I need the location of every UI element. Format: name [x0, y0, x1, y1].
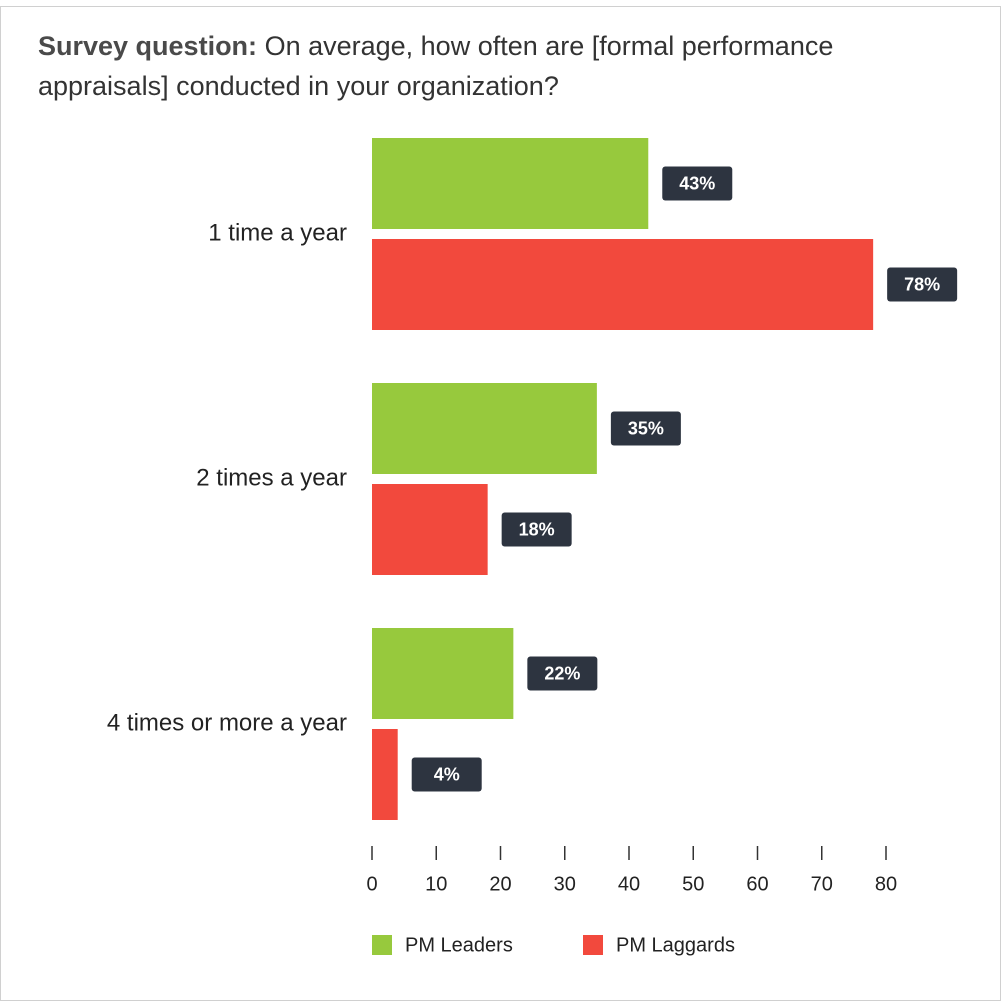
x-tick-label: 50 — [682, 873, 704, 895]
value-label: 78% — [904, 274, 940, 294]
value-label: 22% — [544, 663, 580, 683]
x-tick-label: 10 — [425, 873, 447, 895]
chart-title-block: Survey question: On average, how often a… — [38, 26, 938, 106]
value-label: 4% — [434, 764, 460, 784]
x-tick-label: 80 — [875, 873, 897, 895]
legend-label: PM Laggards — [616, 934, 735, 956]
x-tick-label: 0 — [366, 873, 377, 895]
bar — [372, 383, 597, 474]
chart-title-lead: Survey question: — [38, 31, 257, 61]
legend-label: PM Leaders — [405, 934, 513, 956]
x-tick-label: 70 — [811, 873, 833, 895]
bar — [372, 484, 488, 575]
chart: 0 10 20 30 40 50 60 70 80 1 time a year 43% 78% 2 ti… — [0, 0, 1002, 1001]
bar — [372, 138, 648, 229]
bar — [372, 729, 398, 820]
value-label: 35% — [628, 418, 664, 438]
category-label: 1 time a year — [208, 219, 347, 246]
bar — [372, 239, 873, 330]
x-tick-label: 60 — [746, 873, 768, 895]
legend-swatch — [583, 935, 603, 955]
x-tick-label: 40 — [618, 873, 640, 895]
value-label: 18% — [519, 519, 555, 539]
category-label: 4 times or more a year — [107, 709, 347, 736]
legend-swatch — [372, 935, 392, 955]
value-label: 43% — [679, 173, 715, 193]
x-tick-label: 30 — [554, 873, 576, 895]
bar — [372, 628, 513, 719]
page: 0 10 20 30 40 50 60 70 80 1 time a year 43% 78% 2 ti… — [0, 0, 1002, 1001]
x-tick-label: 20 — [489, 873, 511, 895]
category-label: 2 times a year — [196, 464, 347, 491]
